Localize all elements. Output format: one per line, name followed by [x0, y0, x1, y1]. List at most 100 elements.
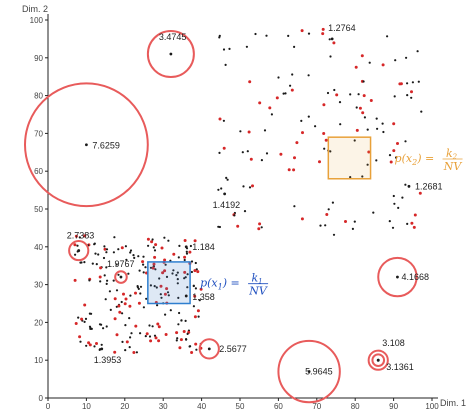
data-point [293, 205, 296, 208]
y-tick-label: 100 [30, 16, 44, 25]
y-tick-label: 10 [34, 356, 43, 365]
data-point [139, 285, 143, 288]
outlier-point [125, 340, 129, 344]
outlier-point [292, 168, 296, 172]
data-point [172, 269, 175, 272]
data-point [176, 278, 179, 281]
data-point [145, 297, 148, 300]
data-point [366, 163, 369, 166]
data-point [79, 261, 82, 264]
outlier-point [88, 343, 92, 347]
outlier-point [134, 291, 137, 295]
outlier-point [141, 260, 145, 264]
data-point [327, 208, 330, 211]
data-point [233, 214, 236, 217]
outlier-point [257, 227, 261, 231]
data-point [129, 249, 133, 252]
outlier-point [190, 351, 194, 354]
formula-equals: ) = [416, 152, 434, 165]
outlier-point [279, 152, 283, 156]
outlier-point [178, 346, 182, 350]
outlier-point [163, 258, 167, 262]
x-tick-label: 0 [46, 402, 51, 411]
annotated-point [330, 37, 334, 41]
data-point [393, 95, 396, 98]
data-point [331, 201, 334, 204]
outlier-point [275, 96, 279, 100]
outlier-point [361, 111, 365, 115]
x-tick-label: 50 [236, 402, 245, 411]
data-point [293, 45, 296, 49]
lof-score-label: 7.6259 [92, 141, 120, 151]
data-point [353, 139, 356, 142]
data-point [121, 340, 124, 343]
data-point [218, 34, 221, 38]
data-point [84, 317, 88, 320]
data-point [401, 196, 404, 199]
data-point [102, 256, 106, 260]
data-point [156, 304, 159, 307]
data-point [362, 80, 365, 83]
data-point [188, 345, 191, 348]
data-point [106, 279, 109, 282]
outlier-point [410, 90, 413, 94]
outlier-point [87, 341, 91, 345]
data-point [147, 244, 150, 247]
data-point [153, 249, 157, 252]
data-point [411, 81, 414, 84]
lof-ring [377, 256, 418, 298]
outlier-point [321, 32, 325, 36]
data-point [329, 150, 332, 153]
outlier-point [381, 63, 385, 67]
formula-numerator: k2 [446, 147, 458, 161]
data-point [314, 125, 317, 128]
outlier-point [103, 247, 107, 251]
data-point [339, 123, 342, 126]
data-point [333, 88, 336, 92]
outlier-point [300, 29, 304, 33]
data-point [361, 175, 364, 178]
data-point [404, 140, 407, 143]
x-tick-label: 20 [120, 402, 129, 411]
data-point [115, 263, 118, 266]
outlier-point [123, 302, 127, 306]
data-point [338, 101, 342, 104]
data-point [149, 266, 153, 269]
data-point [108, 290, 111, 293]
x-axis-label: Dim. 1 [440, 398, 466, 408]
data-point [225, 176, 228, 179]
data-point [190, 270, 193, 274]
data-point [112, 251, 115, 254]
outlier-point [389, 160, 393, 164]
data-point [88, 312, 91, 315]
data-point [300, 119, 303, 122]
data-point [192, 305, 195, 308]
data-point [217, 225, 220, 228]
x-tick-label: 70 [312, 402, 321, 411]
outlier-point [113, 317, 117, 321]
data-point [176, 271, 179, 274]
data-point [129, 294, 132, 297]
data-point [218, 151, 221, 154]
data-point [95, 263, 98, 266]
data-point [85, 344, 88, 347]
data-point [183, 258, 186, 262]
data-point [169, 309, 172, 312]
outlier-point [335, 93, 339, 97]
y-axis-label: Dim. 2 [22, 4, 48, 14]
annotated-point [223, 192, 227, 196]
data-point [97, 253, 100, 256]
outlier-point [163, 292, 167, 296]
outlier-point [258, 222, 262, 226]
data-point [406, 82, 409, 85]
data-point [178, 244, 181, 247]
data-point [355, 106, 358, 109]
outlier-point [399, 82, 403, 86]
lof-score-label: 3.108 [382, 338, 405, 348]
data-point [349, 93, 352, 96]
lof-score-label: 2.7383 [67, 231, 95, 241]
outlier-point [410, 221, 414, 225]
data-point [406, 222, 409, 225]
formula-denominator: NV [443, 160, 463, 173]
data-point [136, 285, 139, 288]
